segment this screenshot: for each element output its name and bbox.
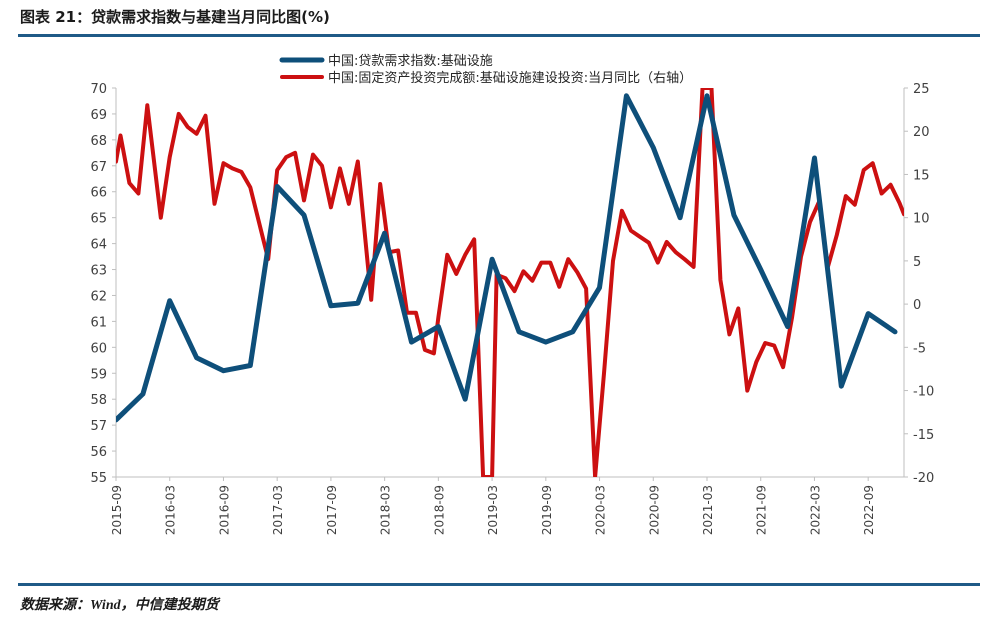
left-axis-tick-label: 69 (90, 108, 107, 123)
x-axis-tick-label: 2019-03 (486, 485, 500, 535)
left-axis-tick-label: 60 (90, 341, 107, 356)
left-axis-tick-label: 63 (90, 264, 107, 279)
axes: 55 56 57 58 59 60 61 62 63 64 65 66 67 68 69 70 -20 -15 -1… (90, 82, 934, 535)
right-axis-tick-label: 20 (913, 125, 930, 140)
left-axis-tick-label: 56 (90, 445, 107, 460)
source-prefix: 数据来源： (20, 597, 90, 613)
right-axis-tick-label: -15 (913, 428, 934, 443)
source-note: 数据来源：Wind，中信建投期货 (20, 594, 219, 614)
x-axis-tick-label: 2016-03 (164, 485, 178, 535)
source-suffix: ，中信建投期货 (120, 597, 219, 613)
left-axis-tick-label: 64 (90, 238, 107, 253)
x-axis-tick-label: 2021-03 (701, 485, 715, 535)
x-axis-tick-label: 2021-09 (755, 485, 769, 535)
right-axis-tick-label: -20 (913, 471, 934, 486)
right-axis-tick-label: 25 (913, 82, 930, 97)
x-axis-tick-label: 2022-03 (808, 485, 822, 535)
x-axis-tick-label: 2018-03 (379, 485, 393, 535)
right-axis-tick-label: 15 (913, 168, 930, 183)
x-axis-tick-label: 2020-03 (594, 485, 608, 535)
legend: 中国:贷款需求指数:基础设施中国:固定资产投资完成额:基础设施建设投资:当月同比… (279, 54, 692, 86)
top-rule (18, 34, 980, 37)
x-axis-tick-label: 2020-09 (647, 485, 661, 535)
legend-label: 中国:贷款需求指数:基础设施 (328, 54, 493, 69)
left-axis-tick-label: 70 (90, 82, 107, 97)
left-axis-tick-label: 62 (90, 289, 107, 304)
x-axis-tick-label: 2016-09 (217, 485, 231, 535)
left-axis-tick-label: 58 (90, 393, 107, 408)
left-axis-tick-label: 55 (90, 471, 107, 486)
left-axis-tick-label: 59 (90, 367, 107, 382)
left-axis-tick-label: 61 (90, 315, 107, 330)
left-axis-tick-label: 67 (90, 160, 107, 175)
series-layer (116, 88, 904, 477)
left-axis-tick-label: 68 (90, 134, 107, 149)
right-axis-tick-label: 0 (913, 298, 921, 313)
x-axis-tick-label: 2015-09 (110, 485, 124, 535)
x-axis-tick-label: 2017-09 (325, 485, 339, 535)
right-axis-tick-label: 10 (913, 212, 930, 227)
left-axis-tick-label: 65 (90, 212, 107, 227)
source-wind: Wind (90, 598, 121, 613)
right-axis-tick-label: -5 (913, 341, 926, 356)
figure-title: 图表 21：贷款需求指数与基建当月同比图(%) (20, 8, 330, 26)
legend-label: 中国:固定资产投资完成额:基础设施建设投资:当月同比（右轴） (328, 70, 692, 86)
left-axis-tick-label: 66 (90, 186, 107, 201)
bottom-rule (18, 583, 980, 586)
right-axis-tick-label: 5 (913, 255, 921, 270)
right-axis-tick-label: -10 (913, 385, 934, 400)
x-axis-tick-label: 2018-09 (432, 485, 446, 535)
x-axis-tick-label: 2017-03 (271, 485, 285, 535)
x-axis-tick-label: 2019-09 (540, 485, 554, 535)
x-axis-tick-label: 2022-09 (862, 485, 876, 535)
series-line-infra-investment (116, 88, 904, 477)
left-axis-tick-label: 57 (90, 419, 107, 434)
series-line-loan-demand (116, 93, 898, 423)
